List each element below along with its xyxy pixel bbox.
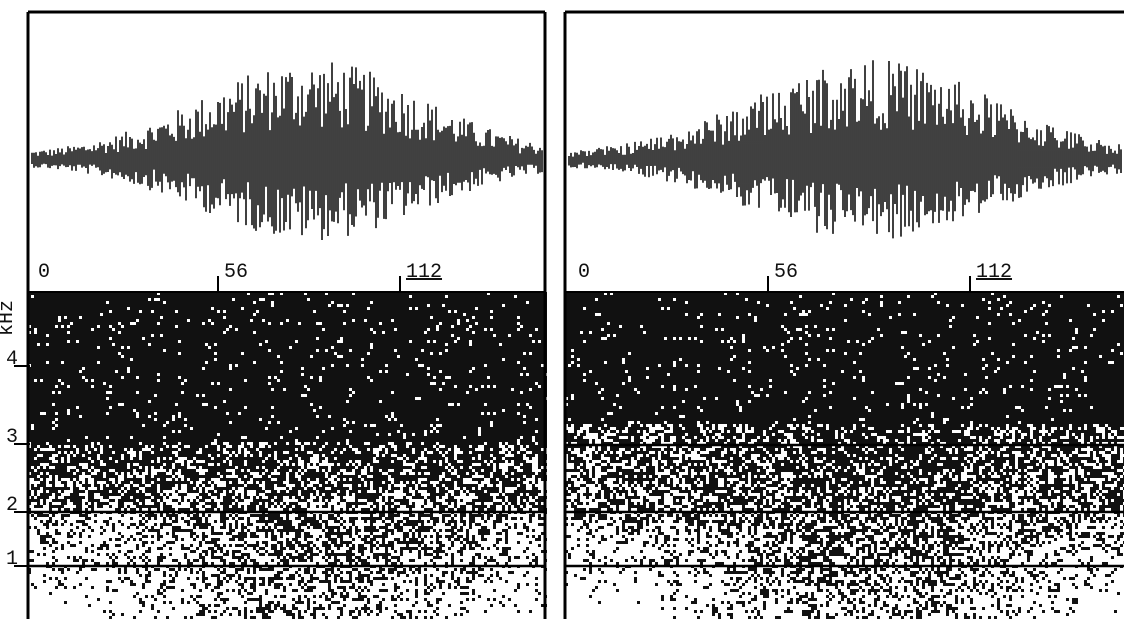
- frequency-tick-label: 3: [6, 426, 18, 449]
- waveform: [31, 62, 543, 240]
- time-tick-label: 112: [406, 261, 442, 284]
- time-tick-label: 0: [578, 261, 590, 284]
- spectrogram: [28, 292, 547, 619]
- time-tick-label: 112: [976, 261, 1012, 284]
- time-tick-label: 0: [38, 261, 50, 284]
- waveform: [568, 60, 1122, 239]
- frequency-tick-label: 4: [6, 348, 18, 371]
- time-tick-label: 56: [774, 261, 798, 284]
- frequency-tick-label: 2: [6, 494, 18, 517]
- time-tick-label: 56: [224, 261, 248, 284]
- spectrogram: [565, 292, 1124, 619]
- frequency-axis-label: kHz: [0, 300, 19, 336]
- frequency-tick-label: 1: [6, 548, 18, 571]
